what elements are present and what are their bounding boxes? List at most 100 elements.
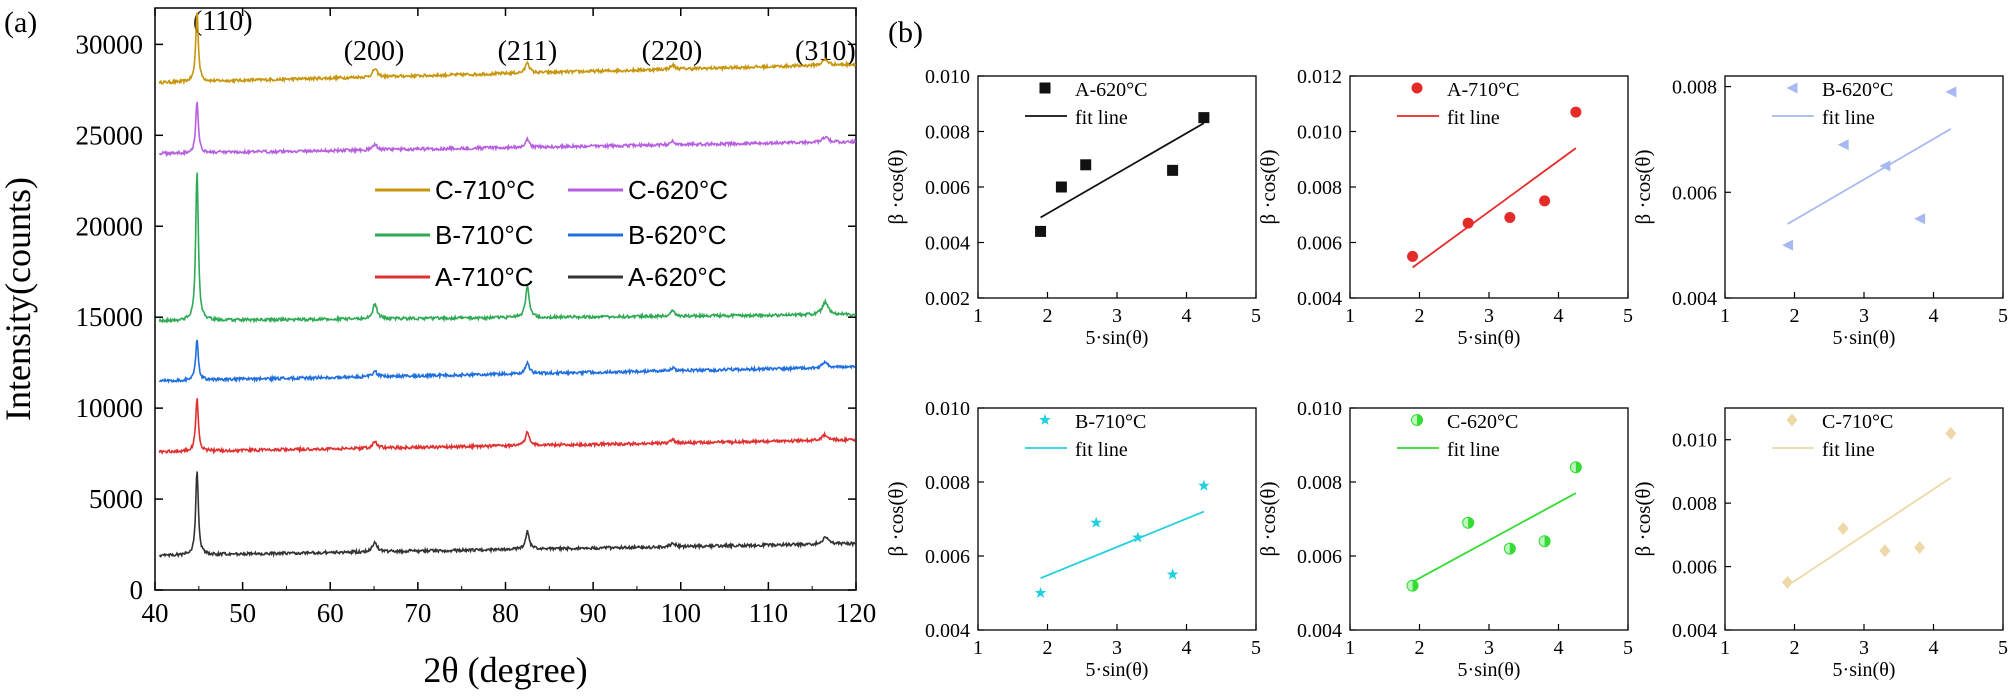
- williamson-hall-plots: 1 2 3 4 5 0.002 0.004 0.006 0.008 0.010 5·sin(θ) β …: [884, 66, 2008, 681]
- data-point: [1945, 86, 1957, 98]
- data-point: [1782, 239, 1794, 251]
- y-tick-label: 0.010: [1297, 122, 1342, 144]
- data-point: [1570, 106, 1582, 118]
- x-axis-title: 5·sin(θ): [1086, 659, 1149, 681]
- data-point: [1539, 195, 1551, 207]
- xrd-series-b620c: [158, 339, 856, 384]
- legend-fit-label: fit line: [1822, 107, 1875, 129]
- xrd-y-tick-label: 25000: [76, 120, 144, 150]
- x-tick-label: 1: [1345, 637, 1355, 659]
- x-tick-label: 5: [1251, 637, 1261, 659]
- x-axis-title: 5·sin(θ): [1833, 659, 1896, 681]
- xrd-y-tick-label: 30000: [76, 29, 144, 59]
- data-point: [1198, 479, 1210, 491]
- y-tick-label: 0.010: [925, 398, 970, 420]
- legend-fit-label: fit line: [1075, 439, 1128, 461]
- xrd-x-tick-label: 110: [749, 598, 789, 628]
- data-point: [1786, 413, 1798, 427]
- fit-line: [1412, 492, 1577, 583]
- x-tick-label: 5: [1623, 305, 1633, 327]
- data-point: [1786, 82, 1798, 94]
- data-point: [1407, 250, 1419, 262]
- y-tick-label: 0.008: [925, 122, 970, 144]
- y-axis-title: β ·cos(θ): [1631, 482, 1655, 557]
- legend-fit-label: fit line: [1822, 439, 1875, 461]
- x-axis-title: 5·sin(θ): [1458, 327, 1521, 349]
- y-tick-label: 0.008: [1297, 472, 1342, 494]
- x-tick-label: 1: [973, 305, 983, 327]
- xrd-peak-label: (310): [795, 36, 856, 67]
- y-axis-title: β ·cos(θ): [884, 482, 908, 557]
- fit-line: [1787, 477, 1952, 587]
- legend-series-label: B-710°C: [1075, 411, 1146, 433]
- data-point-fill: [1509, 543, 1516, 555]
- xrd-x-tick-label: 100: [661, 598, 702, 628]
- data-point: [1914, 541, 1926, 555]
- fit-line: [1040, 122, 1205, 219]
- x-tick-label: 5: [1998, 637, 2008, 659]
- x-tick-label: 4: [1929, 305, 1939, 327]
- x-tick-label: 2: [1415, 637, 1425, 659]
- data-point: [1035, 225, 1047, 237]
- data-point: [1055, 181, 1067, 193]
- legend-fit-label: fit line: [1447, 439, 1500, 461]
- data-point: [1879, 544, 1891, 558]
- xrd-peak-label: (110): [193, 6, 253, 37]
- data-point-fill: [1575, 461, 1582, 473]
- data-point: [1411, 82, 1423, 94]
- legend-series-label: A-710°C: [1447, 79, 1519, 101]
- y-tick-label: 0.004: [925, 620, 970, 642]
- y-axis-title: β ·cos(θ): [1256, 482, 1280, 557]
- data-point: [1167, 164, 1179, 176]
- xrd-x-tick-label: 40: [142, 598, 169, 628]
- y-tick-label: 0.006: [925, 177, 970, 199]
- data-point: [1039, 413, 1051, 425]
- y-tick-label: 0.004: [925, 233, 970, 255]
- legend-series-label: C-710°C: [1822, 411, 1893, 433]
- xrd-legend-label: A-710°C: [435, 262, 534, 292]
- y-tick-label: 0.008: [1297, 177, 1342, 199]
- x-tick-label: 2: [1415, 305, 1425, 327]
- x-tick-label: 3: [1859, 305, 1869, 327]
- y-tick-label: 0.004: [1672, 620, 1717, 642]
- xrd-x-tick-label: 50: [229, 598, 256, 628]
- xrd-legend-label: B-710°C: [435, 220, 534, 250]
- x-tick-label: 4: [1929, 637, 1939, 659]
- x-tick-label: 4: [1182, 637, 1192, 659]
- xrd-peak-label: (220): [642, 36, 703, 67]
- data-point: [1039, 82, 1051, 94]
- x-tick-label: 5: [1623, 637, 1633, 659]
- y-tick-label: 0.004: [1297, 620, 1342, 642]
- xrd-x-tick-label: 80: [492, 598, 519, 628]
- x-tick-label: 1: [1720, 637, 1730, 659]
- xrd-y-tick-label: 20000: [76, 211, 144, 241]
- x-tick-label: 3: [1859, 637, 1869, 659]
- x-axis-title: 5·sin(θ): [1833, 327, 1896, 349]
- y-tick-label: 0.004: [1672, 288, 1717, 310]
- data-point-fill: [1417, 414, 1423, 426]
- xrd-y-tick-label: 0: [130, 575, 144, 605]
- x-axis-title: 5·sin(θ): [1086, 327, 1149, 349]
- data-point: [1034, 587, 1047, 598]
- x-tick-label: 3: [1484, 305, 1494, 327]
- data-point: [1504, 212, 1516, 224]
- y-axis-title: β ·cos(θ): [1256, 150, 1280, 225]
- x-tick-label: 4: [1554, 305, 1564, 327]
- wh-subplot-b620c: 1 2 3 4 5 0.004 0.006 0.008 5·sin(θ) β ·cos(θ) B-6…: [1631, 75, 2008, 349]
- xrd-x-axis-title: 2θ (degree): [423, 650, 587, 690]
- xrd-x-tick-label: 120: [836, 598, 877, 628]
- x-tick-label: 5: [1998, 305, 2008, 327]
- xrd-plot-frame: [154, 7, 857, 591]
- xrd-legend-label: A-620°C: [628, 262, 727, 292]
- y-tick-label: 0.010: [1672, 430, 1717, 452]
- y-tick-label: 0.006: [1672, 557, 1717, 579]
- y-tick-label: 0.006: [1297, 233, 1342, 255]
- data-point: [1945, 426, 1957, 440]
- xrd-series-a710c: [158, 398, 856, 455]
- y-tick-label: 0.006: [1672, 182, 1717, 204]
- fit-line: [1040, 510, 1205, 580]
- x-axis-title: 5·sin(θ): [1458, 659, 1521, 681]
- xrd-y-axis-title: Intensity(counts): [0, 177, 38, 421]
- x-tick-label: 2: [1790, 637, 1800, 659]
- xrd-series-c620c: [158, 101, 857, 158]
